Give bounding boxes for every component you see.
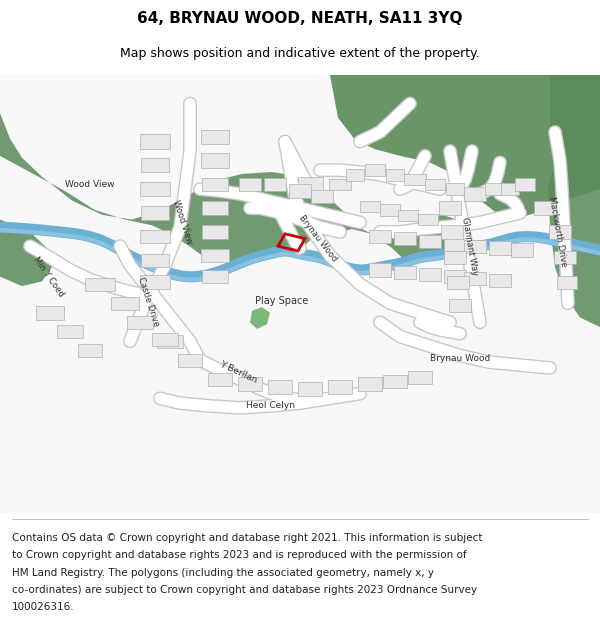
- Bar: [202, 270, 228, 283]
- Bar: [444, 251, 466, 264]
- Bar: [329, 179, 351, 190]
- Bar: [78, 344, 102, 357]
- Bar: [511, 243, 533, 257]
- Text: HM Land Registry. The polygons (including the associated geometry, namely x, y: HM Land Registry. The polygons (includin…: [12, 568, 434, 578]
- Polygon shape: [0, 219, 52, 286]
- Text: Wood View: Wood View: [65, 180, 115, 189]
- Bar: [298, 177, 323, 191]
- Bar: [383, 374, 407, 388]
- Bar: [127, 316, 153, 329]
- Text: to Crown copyright and database rights 2023 and is reproduced with the permissio: to Crown copyright and database rights 2…: [12, 550, 467, 560]
- Bar: [178, 354, 202, 367]
- Text: Brynau Wood: Brynau Wood: [430, 354, 490, 363]
- Bar: [201, 249, 229, 262]
- Bar: [365, 164, 385, 176]
- Bar: [289, 184, 311, 198]
- Bar: [369, 263, 391, 277]
- Bar: [141, 158, 169, 172]
- Bar: [239, 177, 261, 191]
- Text: 100026316.: 100026316.: [12, 602, 74, 612]
- Bar: [408, 371, 432, 384]
- Bar: [36, 306, 64, 320]
- Bar: [425, 179, 445, 190]
- Text: Play Space: Play Space: [256, 296, 308, 306]
- Bar: [444, 238, 466, 251]
- Bar: [140, 230, 170, 243]
- Bar: [489, 274, 511, 287]
- Bar: [268, 380, 292, 394]
- Bar: [202, 201, 228, 215]
- Bar: [141, 254, 169, 267]
- Bar: [441, 225, 463, 239]
- Bar: [501, 183, 519, 195]
- Bar: [57, 325, 83, 339]
- Polygon shape: [548, 75, 600, 327]
- Bar: [141, 206, 169, 220]
- Bar: [152, 332, 178, 346]
- Bar: [439, 201, 461, 215]
- Text: Map shows position and indicative extent of the property.: Map shows position and indicative extent…: [120, 48, 480, 61]
- Bar: [404, 174, 426, 186]
- Bar: [449, 299, 471, 312]
- Bar: [346, 169, 364, 181]
- Bar: [464, 239, 486, 253]
- Bar: [201, 154, 229, 168]
- Text: co-ordinates) are subject to Crown copyright and database rights 2023 Ordnance S: co-ordinates) are subject to Crown copyr…: [12, 585, 477, 595]
- Text: Min Y Coed: Min Y Coed: [31, 255, 65, 298]
- Bar: [157, 334, 183, 348]
- Bar: [534, 201, 556, 215]
- Bar: [464, 188, 486, 201]
- Text: 64, BRYNAU WOOD, NEATH, SA11 3YQ: 64, BRYNAU WOOD, NEATH, SA11 3YQ: [137, 11, 463, 26]
- Text: Heol Celyn: Heol Celyn: [245, 401, 295, 411]
- Text: Brynau Wood: Brynau Wood: [297, 214, 339, 264]
- Bar: [140, 134, 170, 149]
- Bar: [311, 190, 333, 203]
- Bar: [140, 275, 170, 289]
- Bar: [419, 268, 441, 281]
- Text: Wood View: Wood View: [172, 199, 194, 246]
- Bar: [557, 276, 577, 289]
- Bar: [386, 169, 404, 181]
- Bar: [419, 235, 441, 248]
- Text: Contains OS data © Crown copyright and database right 2021. This information is : Contains OS data © Crown copyright and d…: [12, 532, 482, 542]
- Bar: [446, 183, 464, 195]
- Bar: [202, 177, 228, 191]
- Bar: [264, 177, 286, 191]
- Text: Glannant Way: Glannant Way: [460, 216, 479, 276]
- Bar: [358, 378, 382, 391]
- Bar: [202, 225, 228, 239]
- Bar: [447, 276, 469, 289]
- Bar: [418, 214, 438, 225]
- Bar: [398, 210, 418, 221]
- Bar: [328, 380, 352, 394]
- Polygon shape: [330, 75, 600, 218]
- Polygon shape: [0, 75, 467, 262]
- Bar: [140, 182, 170, 196]
- Bar: [464, 272, 486, 285]
- Bar: [238, 378, 262, 391]
- Bar: [208, 372, 232, 386]
- Polygon shape: [250, 307, 270, 329]
- Text: Y Berllan: Y Berllan: [218, 360, 258, 385]
- Bar: [360, 201, 380, 212]
- Bar: [201, 130, 229, 144]
- Bar: [380, 204, 400, 216]
- Bar: [298, 382, 322, 396]
- Text: Castle Drive: Castle Drive: [136, 276, 160, 328]
- Bar: [111, 297, 139, 310]
- Bar: [444, 270, 466, 283]
- Bar: [369, 230, 391, 243]
- Bar: [394, 232, 416, 245]
- Bar: [554, 251, 576, 264]
- Bar: [394, 266, 416, 279]
- Bar: [515, 177, 535, 191]
- Bar: [549, 225, 571, 239]
- Bar: [489, 241, 511, 255]
- Bar: [85, 278, 115, 291]
- Text: Mackworth Drive: Mackworth Drive: [547, 196, 569, 268]
- Bar: [485, 183, 505, 195]
